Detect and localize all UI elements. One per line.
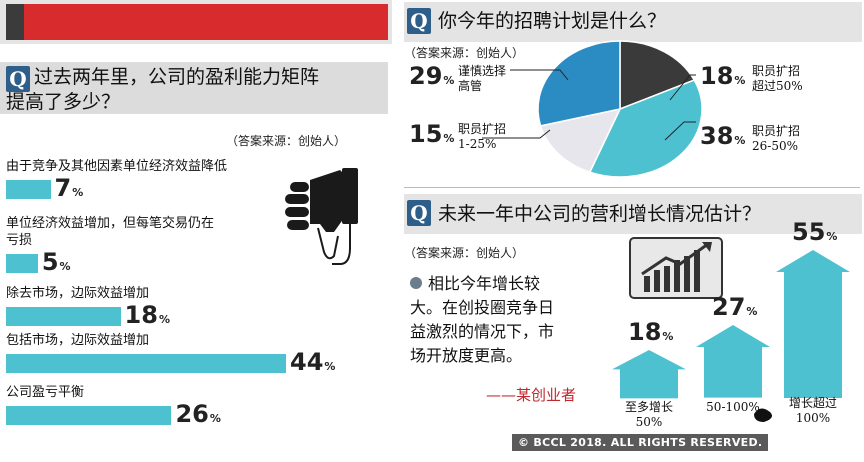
bar-category-label: 单位经济效益增加，但每笔交易仍在 [6, 216, 215, 231]
bar-category-label: 除去市场，边际效益增加 [6, 286, 150, 301]
left-source: （答案来源：创始人） [226, 134, 347, 148]
arrow-category-label: 增长超过 100% [788, 396, 837, 425]
pie-slice [537, 40, 621, 127]
copyright-notice: © BCCL 2018. ALL RIGHTS RESERVED. [512, 434, 769, 451]
left-question-title-line2: 提高了多少？ [6, 91, 121, 113]
right-top-question-title: 你今年的招聘计划是什么？ [438, 10, 667, 32]
quote-bullet-icon [410, 277, 422, 289]
top-red-banner [0, 0, 392, 44]
quote-author: ——某创业者 [486, 386, 577, 404]
red-accent-bar [24, 4, 388, 40]
bar-value-label: 26% [175, 400, 221, 428]
right-bottom-question-title: 未来一年中公司的营利增长情况估计？ [438, 203, 762, 225]
bar-category-label: 由于竞争及其他因素单位经济效益降低 [6, 159, 228, 174]
bar [6, 180, 51, 199]
arrow-value-label: 18% [628, 317, 674, 346]
growth-arrow [776, 250, 850, 398]
thumbs-down-icon [285, 168, 358, 265]
pie-category-label: 职员扩招 1-25% [458, 122, 507, 151]
bar-value-label: 18% [124, 301, 170, 329]
bar-category-label: 包括市场，边际效益增加 [6, 333, 150, 348]
arrow-value-label: 55% [792, 218, 838, 246]
bar-value-label: 44% [290, 348, 336, 376]
pie-leader-lines [482, 69, 696, 141]
pie-value-label: 38% [700, 122, 746, 150]
pie-value-label: 15% [409, 120, 455, 148]
decorative-blob [754, 408, 772, 422]
right-bottom-source: （答案来源：创始人） [404, 246, 525, 260]
pie-chart [537, 40, 703, 178]
right-top-source: （答案来源：创始人） [404, 46, 525, 60]
bar-value-label: 5% [41, 248, 71, 276]
arrow-category-label: 50-100% [706, 400, 760, 414]
q-icon: Q [407, 8, 431, 34]
bar [6, 354, 286, 373]
pie-category-label: 谨慎选择 高管 [458, 64, 507, 93]
bar-category-label: 亏损 [6, 233, 33, 248]
bar [6, 307, 121, 326]
pie-slice [539, 107, 622, 174]
pie-value-label: 29% [409, 62, 455, 90]
q-icon: Q [407, 200, 431, 226]
growth-arrow [696, 325, 770, 398]
pie-slice [588, 79, 703, 178]
quote-text: 相比今年增长较 大。在创投圈竞争日 益激烈的情况下，市 场开放度更高。 [410, 274, 555, 365]
growth-chart-icon [629, 237, 723, 299]
pie-category-label: 职员扩招 26-50% [752, 124, 801, 153]
left-question-title-line1: 过去两年里，公司的盈利能力矩阵 [34, 66, 320, 88]
section-divider [404, 187, 860, 188]
pie-value-label: 18% [700, 62, 746, 90]
arrow-category-label: 至多增长 50% [624, 400, 673, 429]
bar-category-label: 公司盈亏平衡 [6, 385, 85, 400]
right-bottom-question-header [404, 194, 862, 234]
bar-value-label: 7% [54, 174, 84, 202]
bar [6, 254, 38, 273]
bar [6, 406, 172, 425]
arrow-value-label: 27% [712, 293, 758, 322]
growth-arrow [612, 349, 686, 398]
right-top-question-header [404, 2, 862, 42]
left-question-header [0, 62, 388, 114]
q-icon: Q [6, 66, 30, 92]
pie-slice [619, 40, 696, 111]
pie-category-label: 职员扩招 超过50% [752, 64, 803, 93]
